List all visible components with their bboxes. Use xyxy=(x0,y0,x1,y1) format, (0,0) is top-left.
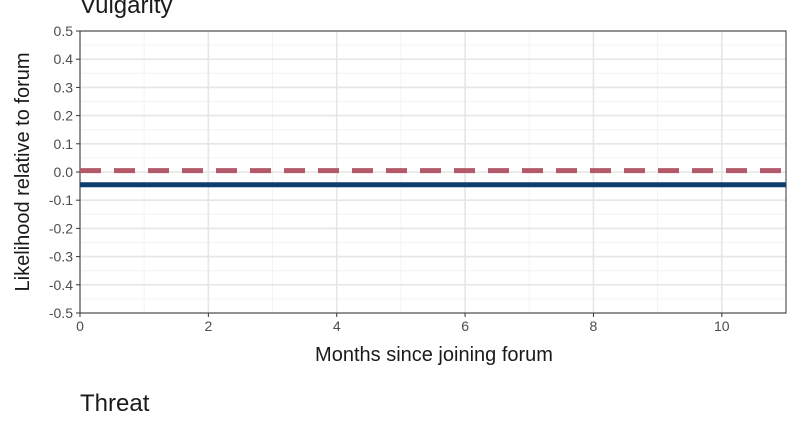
y-tick-label: 0.2 xyxy=(54,108,74,124)
x-tick-label: 2 xyxy=(204,318,212,334)
x-tick-label: 6 xyxy=(461,318,469,334)
x-tick-label: 4 xyxy=(333,318,341,334)
x-tick-label: 8 xyxy=(590,318,598,334)
x-axis-label: Months since joining forum xyxy=(315,344,553,366)
y-axis-ticks: 0.5 0.4 0.3 0.2 0.1 0.0 -0.1 -0.2 -0.3 -0.4 -0.5 xyxy=(49,23,80,321)
x-axis-ticks: 0 2 4 6 8 10 xyxy=(76,313,730,334)
chart-title-threat: Threat xyxy=(80,390,150,417)
plot-series xyxy=(80,168,786,188)
y-axis-label: Likelihood relative to forum xyxy=(12,52,34,291)
y-tick-label: -0.4 xyxy=(49,277,73,293)
chart-title-vulgarity: Vulgarity xyxy=(80,0,172,19)
y-tick-label: -0.5 xyxy=(49,305,73,321)
y-tick-label: 0.1 xyxy=(54,136,74,152)
x-tick-label: 10 xyxy=(714,318,730,334)
y-tick-label: 0.0 xyxy=(54,164,74,180)
y-tick-label: -0.3 xyxy=(49,249,73,265)
y-tick-label: -0.1 xyxy=(49,192,73,208)
y-tick-label: 0.5 xyxy=(54,23,74,39)
y-tick-label: 0.3 xyxy=(54,79,74,95)
x-tick-label: 0 xyxy=(76,318,84,334)
y-tick-label: 0.4 xyxy=(54,51,74,67)
y-tick-label: -0.2 xyxy=(49,220,73,236)
